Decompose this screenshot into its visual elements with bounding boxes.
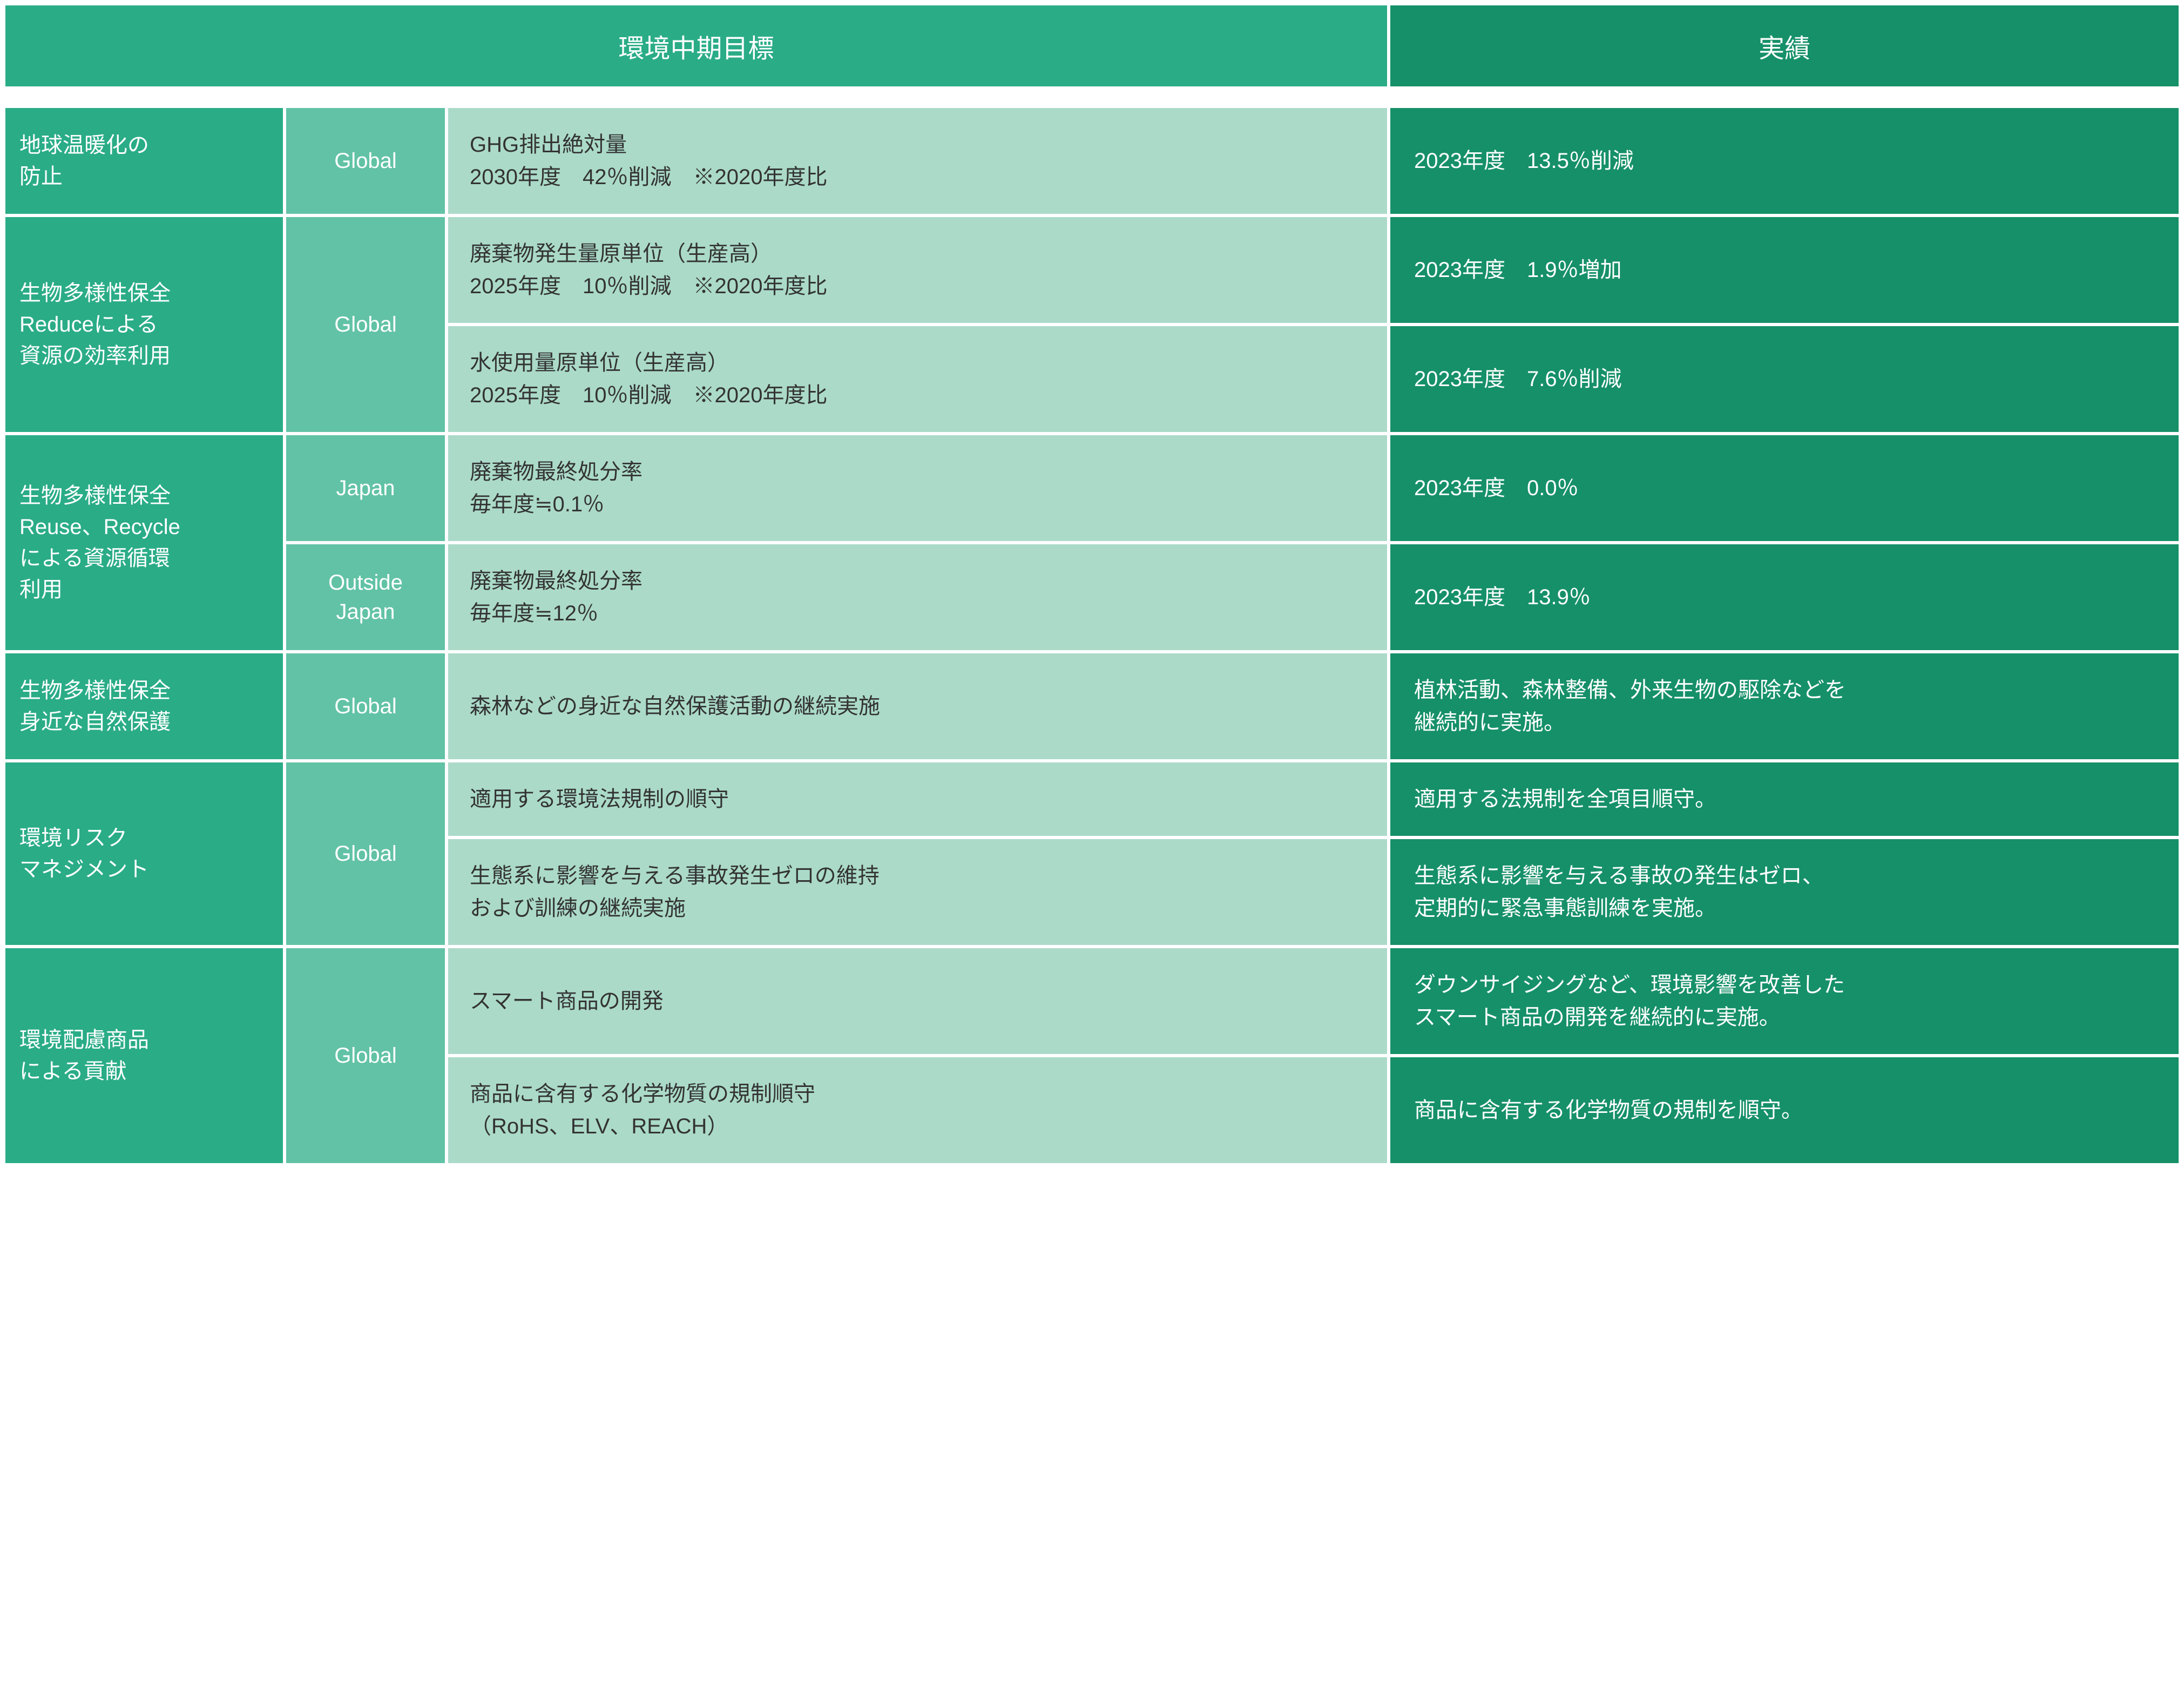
- gap-row: [5, 86, 2179, 108]
- target-cell: GHG排出絶対量2030年度 42％削減 ※2020年度比: [448, 108, 1390, 217]
- result-cell: 2023年度 0.0％: [1390, 435, 2179, 544]
- category-cell: 環境配慮商品による貢献: [5, 948, 286, 1163]
- target-cell: 廃棄物最終処分率毎年度≒12％: [448, 544, 1390, 653]
- target-cell: スマート商品の開発: [448, 948, 1390, 1057]
- result-cell: 植林活動、森林整備、外来生物の駆除などを継続的に実施。: [1390, 653, 2179, 762]
- category-cell: 生物多様性保全身近な自然保護: [5, 653, 286, 762]
- table-row: 生物多様性保全Reuse、Recycleによる資源循環利用Japan廃棄物最終処…: [5, 435, 2179, 544]
- result-cell: 商品に含有する化学物質の規制を順守。: [1390, 1057, 2179, 1163]
- target-cell: 廃棄物発生量原単位（生産高）2025年度 10％削減 ※2020年度比: [448, 217, 1390, 326]
- result-cell: 生態系に影響を与える事故の発生はゼロ、定期的に緊急事態訓練を実施。: [1390, 839, 2179, 948]
- target-cell: 適用する環境法規制の順守: [448, 762, 1390, 839]
- target-cell: 廃棄物最終処分率毎年度≒0.1％: [448, 435, 1390, 544]
- header-targets: 環境中期目標: [5, 5, 1390, 86]
- target-cell: 水使用量原単位（生産高）2025年度 10％削減 ※2020年度比: [448, 326, 1390, 435]
- header-row: 環境中期目標実績: [5, 5, 2179, 86]
- result-cell: 2023年度 13.9％: [1390, 544, 2179, 653]
- table-row: 生物多様性保全身近な自然保護Global森林などの身近な自然保護活動の継続実施植…: [5, 653, 2179, 762]
- category-cell: 生物多様性保全Reduceによる資源の効率利用: [5, 217, 286, 435]
- result-cell: 適用する法規制を全項目順守。: [1390, 762, 2179, 839]
- target-cell: 商品に含有する化学物質の規制順守（RoHS、ELV、REACH）: [448, 1057, 1390, 1163]
- target-cell: 森林などの身近な自然保護活動の継続実施: [448, 653, 1390, 762]
- environmental-targets-table: 環境中期目標実績地球温暖化の防止GlobalGHG排出絶対量2030年度 42％…: [5, 5, 2179, 1163]
- category-cell: 地球温暖化の防止: [5, 108, 286, 217]
- scope-cell: Japan: [286, 435, 448, 544]
- scope-cell: Global: [286, 217, 448, 435]
- scope-cell: Global: [286, 108, 448, 217]
- scope-cell: OutsideJapan: [286, 544, 448, 653]
- result-cell: 2023年度 13.5％削減: [1390, 108, 2179, 217]
- table-row: 環境リスクマネジメントGlobal適用する環境法規制の順守適用する法規制を全項目…: [5, 762, 2179, 839]
- header-results: 実績: [1390, 5, 2179, 86]
- table-row: 環境配慮商品による貢献Globalスマート商品の開発ダウンサイジングなど、環境影…: [5, 948, 2179, 1057]
- category-cell: 生物多様性保全Reuse、Recycleによる資源循環利用: [5, 435, 286, 653]
- table-row: OutsideJapan廃棄物最終処分率毎年度≒12％2023年度 13.9％: [5, 544, 2179, 653]
- target-cell: 生態系に影響を与える事故発生ゼロの維持および訓練の継続実施: [448, 839, 1390, 948]
- table-row: 地球温暖化の防止GlobalGHG排出絶対量2030年度 42％削減 ※2020…: [5, 108, 2179, 217]
- scope-cell: Global: [286, 653, 448, 762]
- result-cell: 2023年度 7.6％削減: [1390, 326, 2179, 435]
- scope-cell: Global: [286, 948, 448, 1163]
- result-cell: 2023年度 1.9％増加: [1390, 217, 2179, 326]
- scope-cell: Global: [286, 762, 448, 948]
- result-cell: ダウンサイジングなど、環境影響を改善したスマート商品の開発を継続的に実施。: [1390, 948, 2179, 1057]
- category-cell: 環境リスクマネジメント: [5, 762, 286, 948]
- table-row: 生物多様性保全Reduceによる資源の効率利用Global廃棄物発生量原単位（生…: [5, 217, 2179, 326]
